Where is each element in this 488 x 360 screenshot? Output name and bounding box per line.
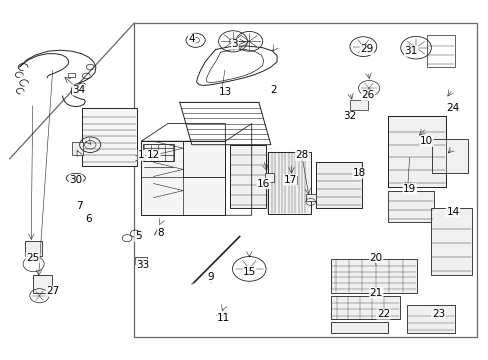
Text: 3: 3 [231, 39, 238, 49]
Bar [349, 100, 367, 110]
Bar [288, 176, 297, 184]
Ellipse shape [66, 173, 85, 183]
Bar [431, 139, 468, 173]
Text: 30: 30 [69, 175, 82, 185]
Bar [426, 35, 454, 67]
Bar [407, 305, 454, 333]
Text: 33: 33 [136, 260, 149, 270]
Bar [387, 190, 433, 222]
Text: 5: 5 [135, 231, 141, 242]
Bar [142, 144, 174, 161]
Text: 2: 2 [269, 85, 276, 95]
Text: 20: 20 [369, 253, 382, 262]
Bar [134, 23, 476, 337]
Text: 1: 1 [138, 150, 144, 160]
Text: 24: 24 [446, 103, 459, 113]
Bar [230, 145, 265, 208]
Text: 9: 9 [207, 272, 214, 282]
Text: 32: 32 [343, 112, 356, 121]
Text: 23: 23 [431, 309, 444, 319]
Text: 17: 17 [283, 175, 296, 185]
Text: 16: 16 [257, 179, 270, 189]
Text: 19: 19 [403, 184, 416, 194]
Text: 22: 22 [376, 309, 389, 319]
Bar [25, 241, 41, 256]
Text: 6: 6 [85, 214, 92, 224]
Text: 4: 4 [188, 34, 195, 44]
Text: 14: 14 [446, 207, 459, 217]
Text: 34: 34 [72, 85, 85, 95]
Text: 15: 15 [242, 267, 255, 277]
Bar [330, 259, 416, 293]
Text: 25: 25 [26, 253, 39, 262]
Bar [72, 142, 82, 155]
Bar [81, 108, 137, 166]
Text: 26: 26 [361, 90, 374, 100]
Text: 27: 27 [46, 286, 60, 296]
Text: 12: 12 [146, 150, 160, 160]
Text: 8: 8 [157, 228, 163, 238]
Bar [33, 275, 52, 293]
Bar [141, 141, 225, 215]
Text: 11: 11 [217, 312, 230, 323]
Text: 10: 10 [419, 136, 432, 146]
Bar [135, 257, 147, 264]
Text: 18: 18 [352, 168, 366, 178]
Text: 31: 31 [404, 46, 417, 56]
Bar [183, 141, 225, 177]
Text: 29: 29 [359, 45, 372, 54]
Bar [330, 322, 387, 333]
Bar [330, 296, 399, 319]
Bar [316, 162, 361, 208]
Bar [264, 173, 274, 182]
Text: 28: 28 [295, 150, 308, 160]
Bar [430, 208, 471, 275]
Bar [305, 194, 316, 201]
Text: 7: 7 [76, 202, 82, 211]
Text: 21: 21 [369, 288, 382, 298]
Bar [267, 152, 310, 213]
Text: 13: 13 [218, 87, 231, 97]
Bar [68, 73, 75, 77]
Bar [387, 117, 445, 187]
